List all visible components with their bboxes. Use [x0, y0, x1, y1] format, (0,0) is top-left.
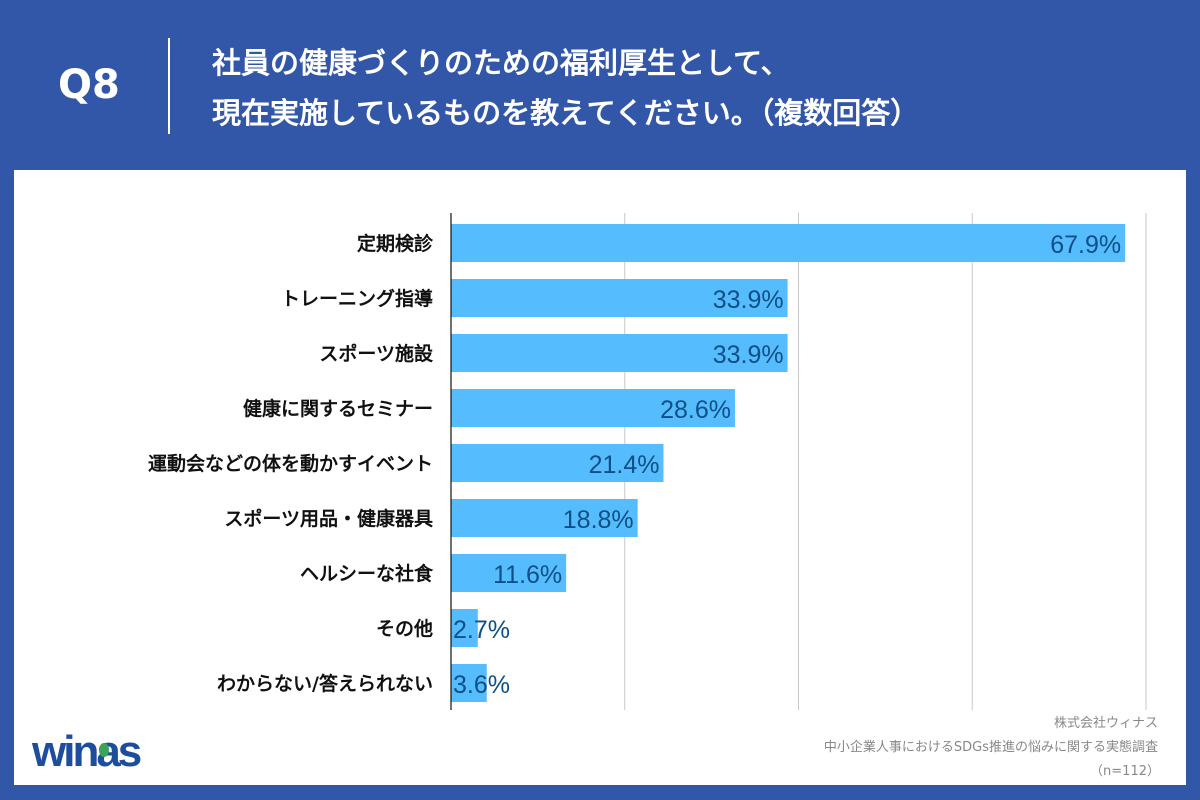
bar [451, 279, 788, 317]
category-label: ヘルシーな社食 [300, 562, 434, 585]
divider [168, 38, 170, 134]
category-label: 健康に関するセミナー [243, 397, 433, 420]
title-line-2: 現在実施しているものを教えてください。（複数回答） [212, 96, 920, 130]
category-label: その他 [376, 617, 433, 640]
data-label: 2.7% [453, 616, 510, 644]
data-label: 18.8% [563, 506, 634, 534]
data-label: 67.9% [1050, 231, 1121, 259]
question-number: Q8 [58, 62, 120, 108]
source-survey: 中小企業人事におけるSDGs推進の悩みに関する実態調査 [823, 740, 1158, 755]
title-line-1: 社員の健康づくりのための福利厚生として、 [212, 46, 790, 80]
data-label: 21.4% [589, 451, 660, 479]
bar [451, 224, 1126, 262]
data-label: 3.6% [453, 671, 510, 699]
category-label: スポーツ用品・健康器具 [224, 507, 433, 530]
source-company: 株式会社ウィナス [1053, 716, 1158, 731]
category-label: 運動会などの体を動かすイベント [148, 452, 433, 475]
sample-size: （n=112） [1090, 764, 1160, 779]
data-label: 33.9% [713, 286, 784, 314]
bar [451, 609, 478, 647]
category-label: スポーツ施設 [319, 342, 434, 365]
data-label: 33.9% [713, 341, 784, 369]
data-label: 28.6% [660, 396, 731, 424]
bar [451, 444, 664, 482]
category-label: トレーニング指導 [281, 287, 433, 310]
category-label: 定期検診 [357, 232, 434, 255]
chart-title: 社員の健康づくりのための福利厚生として、 現在実施しているものを教えてください。… [212, 38, 919, 138]
bar [451, 664, 487, 702]
bar [451, 499, 638, 537]
bar [451, 334, 788, 372]
category-label: わからない/答えられない [217, 672, 433, 695]
bar [451, 554, 567, 592]
bar [451, 389, 735, 427]
data-label: 11.6% [493, 561, 562, 589]
